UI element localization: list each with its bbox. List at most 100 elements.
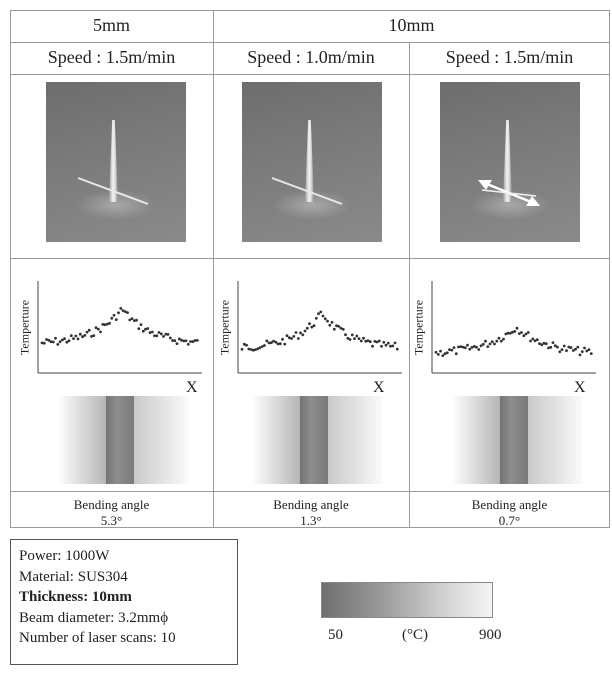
plot-point — [475, 345, 478, 349]
plot-point — [305, 326, 309, 330]
plot-point — [110, 316, 114, 320]
plot-point — [103, 323, 107, 327]
plot-point — [488, 342, 492, 346]
plot-point — [141, 329, 145, 333]
plot-point — [258, 346, 262, 350]
plot-point — [292, 335, 296, 338]
colorbar-min: 50 — [328, 627, 343, 643]
specimen-photo-2 — [242, 82, 382, 242]
plot-point — [373, 340, 377, 343]
plot-point — [308, 322, 311, 326]
plot-point — [540, 343, 544, 347]
plot-point — [457, 345, 460, 349]
plot-point — [353, 337, 356, 340]
plot-ylabel: Temperture — [411, 299, 426, 356]
plot-point — [452, 346, 456, 349]
plot-point — [542, 341, 546, 345]
laser-track — [500, 396, 528, 484]
thickness-header-10mm: 10mm — [388, 15, 435, 35]
plot-point — [466, 343, 469, 347]
plot-point — [193, 339, 197, 342]
plot-point — [85, 330, 89, 334]
results-table — [10, 10, 610, 528]
plot-point — [553, 344, 557, 348]
plot-point — [54, 336, 57, 340]
plot-point — [520, 331, 523, 334]
plot-ylabel-wrap: Temperture — [15, 290, 35, 370]
plot-ylabel-wrap: Temperture — [409, 290, 429, 370]
plot-point — [299, 331, 302, 335]
plot-point — [287, 336, 291, 340]
plot-point — [391, 344, 395, 348]
plot-point — [562, 344, 566, 348]
plot-point — [495, 339, 499, 343]
plot-point — [382, 340, 386, 344]
plot-point — [538, 342, 541, 345]
thickness-header-5mm: 5mm — [92, 15, 130, 35]
plot-point — [362, 336, 365, 340]
plot-point — [180, 338, 183, 342]
plot-point — [189, 340, 192, 343]
plot-point — [321, 314, 325, 318]
plot-point — [556, 345, 559, 349]
plot-point — [463, 346, 467, 350]
plot-point — [567, 345, 571, 349]
specimen-photo-3 — [440, 82, 580, 242]
plot-point — [490, 340, 494, 344]
plot-point — [92, 334, 96, 337]
plot-point — [497, 336, 501, 340]
plot-point — [384, 343, 388, 347]
specimen-spike — [109, 120, 118, 202]
plot-point — [260, 345, 264, 348]
plot-point — [263, 344, 266, 347]
plot-point — [117, 311, 120, 315]
plot-point — [348, 338, 352, 341]
plot-point — [574, 347, 577, 351]
plot-point — [524, 332, 528, 336]
plot-ylabel-wrap: Temperture — [215, 290, 235, 370]
plot-point — [51, 340, 55, 344]
colorbar-unit: (°C) — [402, 627, 428, 643]
table-divider — [409, 42, 410, 528]
plot-point — [166, 333, 170, 336]
plot-point — [499, 339, 503, 343]
plot-point — [112, 313, 116, 317]
plot-point — [123, 310, 127, 313]
plot-point — [328, 323, 332, 327]
bending-angle-label: Bending angle — [471, 497, 548, 512]
table-divider — [10, 74, 610, 75]
temperature-colorbar — [321, 582, 493, 618]
plot-point — [533, 339, 537, 343]
plot-point — [164, 332, 168, 336]
plot-point — [99, 330, 102, 334]
plot-point — [173, 339, 177, 343]
plot-point — [144, 327, 147, 331]
plot-point — [96, 327, 100, 331]
temperature-plot-3 — [431, 281, 596, 374]
plot-point — [81, 335, 84, 339]
plot-point — [247, 347, 251, 351]
plot-point — [576, 345, 580, 349]
plot-point — [517, 332, 521, 335]
thickness-line: Thickness: 10mm — [19, 589, 132, 605]
plot-point — [278, 342, 282, 346]
plot-point — [504, 332, 508, 336]
plot-point — [448, 348, 451, 351]
plot-point — [101, 323, 105, 326]
plot-point — [389, 344, 392, 348]
plot-point — [589, 352, 593, 355]
plot-point — [531, 337, 535, 341]
plot-ylabel: Temperture — [17, 299, 32, 356]
laser-path-line — [77, 177, 149, 205]
plot-point — [240, 347, 244, 351]
plot-point — [580, 350, 584, 353]
plot-point — [544, 342, 548, 346]
plot-point — [296, 337, 300, 340]
plot-point — [571, 349, 575, 352]
plot-point — [90, 335, 93, 338]
plot-point — [78, 332, 82, 336]
plot-point — [276, 342, 280, 346]
plot-point — [481, 342, 485, 346]
plot-point — [337, 325, 341, 328]
plot-point — [119, 307, 123, 310]
